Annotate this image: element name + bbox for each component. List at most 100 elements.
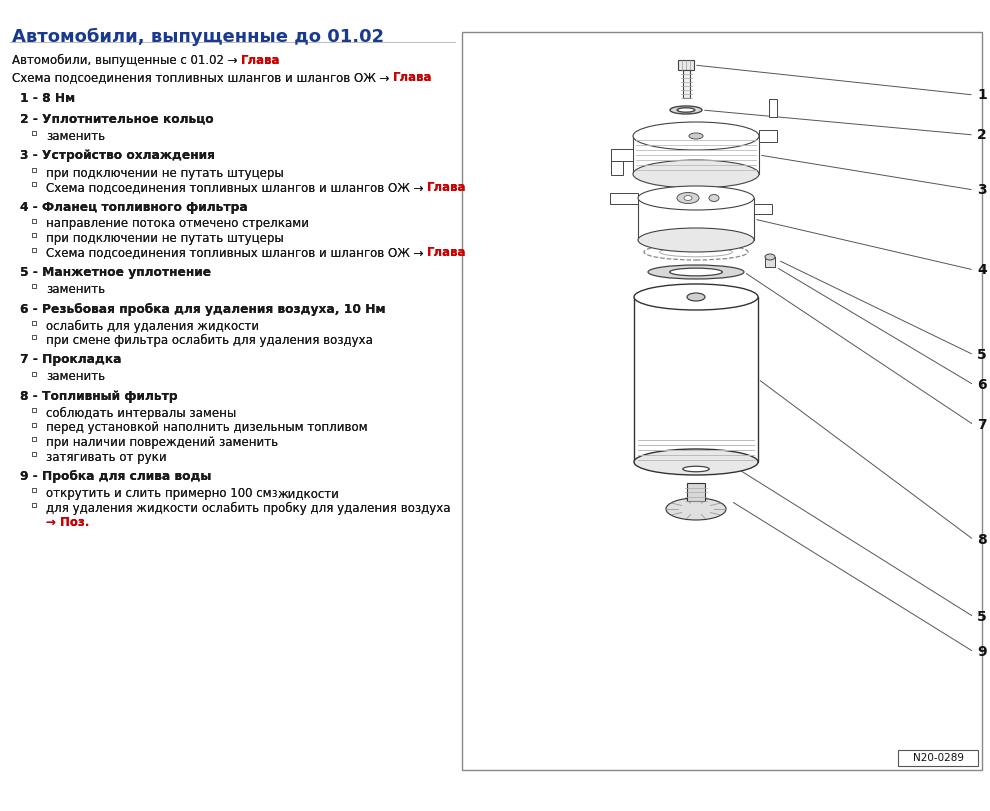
Ellipse shape <box>666 498 726 520</box>
Text: Глава: Глава <box>428 247 466 260</box>
Ellipse shape <box>683 466 709 472</box>
Text: затягивать от руки: затягивать от руки <box>46 450 166 464</box>
Bar <box>32 218 36 222</box>
Bar <box>32 335 36 339</box>
Bar <box>32 488 36 492</box>
Text: 8 - Топливный фильтр: 8 - Топливный фильтр <box>20 390 177 403</box>
Text: жидкости: жидкости <box>277 487 340 500</box>
Text: 3: 3 <box>271 490 277 499</box>
Text: 7: 7 <box>977 418 987 432</box>
Text: Глава: Глава <box>393 71 433 84</box>
Text: 9: 9 <box>977 645 987 659</box>
Ellipse shape <box>669 268 723 276</box>
Text: Схема подсоединения топливных шлангов и шлангов ОЖ →: Схема подсоединения топливных шлангов и … <box>12 71 393 84</box>
Text: заменить: заменить <box>46 371 105 384</box>
Text: 8 - Топливный фильтр: 8 - Топливный фильтр <box>20 390 177 403</box>
Bar <box>32 335 36 339</box>
Bar <box>638 198 754 240</box>
Bar <box>32 320 36 324</box>
Text: направление потока отмечено стрелками: направление потока отмечено стрелками <box>46 217 309 230</box>
Ellipse shape <box>765 254 775 260</box>
Bar <box>611 149 633 161</box>
Bar <box>32 437 36 441</box>
Ellipse shape <box>677 192 699 204</box>
Text: 3: 3 <box>271 490 277 499</box>
Bar <box>32 233 36 237</box>
Text: при смене фильтра ослабить для удаления воздуха: при смене фильтра ослабить для удаления … <box>46 334 373 347</box>
Bar <box>687 483 705 501</box>
Bar <box>32 247 36 251</box>
Bar <box>32 371 36 375</box>
Ellipse shape <box>634 449 758 475</box>
Ellipse shape <box>633 160 759 188</box>
Text: Схема подсоединения топливных шлангов и шлангов ОЖ →: Схема подсоединения топливных шлангов и … <box>12 71 393 84</box>
Bar <box>678 60 694 70</box>
Text: 2 - Уплотнительное кольцо: 2 - Уплотнительное кольцо <box>20 113 214 126</box>
Text: Глава: Глава <box>428 181 466 194</box>
Ellipse shape <box>659 247 733 257</box>
Text: 1 - 8 Нм: 1 - 8 Нм <box>20 92 75 105</box>
Bar <box>32 131 36 135</box>
Text: открутить и слить примерно 100 см: открутить и слить примерно 100 см <box>46 487 271 500</box>
Ellipse shape <box>687 293 705 301</box>
Text: заменить: заменить <box>46 283 105 296</box>
Text: 6 - Резьбовая пробка для удаления воздуха, 10 Нм: 6 - Резьбовая пробка для удаления воздух… <box>20 303 385 315</box>
Text: 7 - Прокладка: 7 - Прокладка <box>20 354 122 367</box>
Bar <box>32 371 36 375</box>
Text: Схема подсоединения топливных шлангов и шлангов ОЖ →: Схема подсоединения топливных шлангов и … <box>46 247 428 260</box>
Ellipse shape <box>677 108 695 112</box>
Text: → Поз.: → Поз. <box>46 516 89 529</box>
Text: для удаления жидкости ослабить пробку для удаления воздуха: для удаления жидкости ослабить пробку дл… <box>46 501 450 515</box>
Bar <box>32 131 36 135</box>
Text: Глава: Глава <box>428 247 466 260</box>
Bar <box>32 503 36 507</box>
Text: Глава: Глава <box>242 54 281 67</box>
Text: N20-0289: N20-0289 <box>913 753 963 763</box>
Ellipse shape <box>672 464 720 474</box>
Text: при подключении не путать штуцеры: при подключении не путать штуцеры <box>46 166 284 179</box>
Bar <box>32 320 36 324</box>
Text: 3 - Устройство охлаждения: 3 - Устройство охлаждения <box>20 149 215 162</box>
Text: 6: 6 <box>977 378 987 392</box>
Bar <box>633 136 759 174</box>
Text: ослабить для удаления жидкости: ослабить для удаления жидкости <box>46 320 259 333</box>
Bar <box>32 247 36 251</box>
Text: 7 - Прокладка: 7 - Прокладка <box>20 354 122 367</box>
Text: 2: 2 <box>977 128 987 142</box>
Bar <box>32 423 36 427</box>
Text: заменить: заменить <box>46 130 105 143</box>
Ellipse shape <box>689 133 703 139</box>
Bar <box>32 218 36 222</box>
Ellipse shape <box>634 284 758 310</box>
Text: при подключении не путать штуцеры: при подключении не путать штуцеры <box>46 232 284 245</box>
Bar <box>682 70 689 98</box>
Bar <box>32 503 36 507</box>
Text: Автомобили, выпущенные с 01.02 →: Автомобили, выпущенные с 01.02 → <box>12 54 242 67</box>
Bar <box>634 297 758 462</box>
Text: 4: 4 <box>977 263 987 277</box>
Text: жидкости: жидкости <box>277 487 340 500</box>
Text: заменить: заменить <box>46 371 105 384</box>
Bar <box>462 32 982 770</box>
Bar <box>32 408 36 412</box>
Bar <box>32 452 36 456</box>
Text: при наличии повреждений заменить: при наличии повреждений заменить <box>46 436 278 449</box>
Ellipse shape <box>644 244 748 260</box>
Text: ослабить для удаления жидкости: ослабить для удаления жидкости <box>46 320 259 333</box>
Text: 1: 1 <box>977 88 987 102</box>
Bar <box>32 182 36 186</box>
Bar <box>32 168 36 171</box>
Text: при подключении не путать штуцеры: при подключении не путать штуцеры <box>46 232 284 245</box>
Text: 5: 5 <box>977 610 987 624</box>
Bar <box>898 750 978 766</box>
Text: при подключении не путать штуцеры: при подключении не путать штуцеры <box>46 166 284 179</box>
Bar <box>611 161 623 175</box>
Ellipse shape <box>670 106 702 114</box>
Text: для удаления жидкости ослабить пробку для удаления воздуха: для удаления жидкости ослабить пробку дл… <box>46 501 450 515</box>
Text: 4 - Фланец топливного фильтра: 4 - Фланец топливного фильтра <box>20 200 248 213</box>
Text: Автомобили, выпущенные до 01.02: Автомобили, выпущенные до 01.02 <box>12 28 384 46</box>
Bar <box>32 233 36 237</box>
Bar <box>32 452 36 456</box>
Bar <box>754 204 772 214</box>
Text: 9 - Пробка для слива воды: 9 - Пробка для слива воды <box>20 470 212 483</box>
